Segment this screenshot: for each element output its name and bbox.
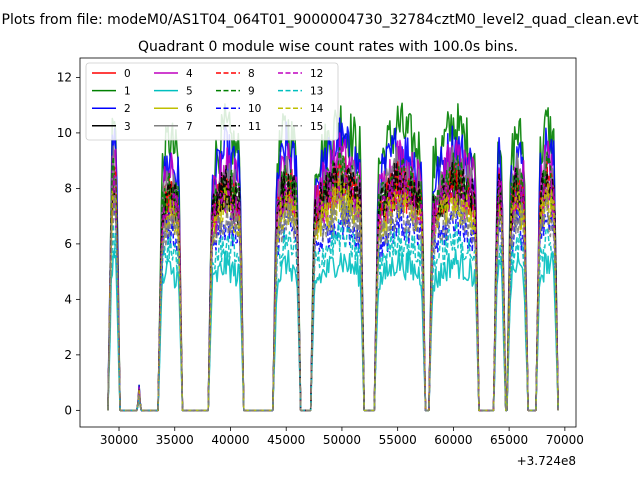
legend-label-15: 15 — [310, 121, 323, 133]
x-tick-label: 30000 — [100, 433, 138, 447]
legend-label-14: 14 — [310, 103, 324, 115]
x-tick-label: 55000 — [379, 433, 417, 447]
y-tick-label: 10 — [57, 126, 72, 140]
x-tick-label: 40000 — [211, 433, 249, 447]
y-tick-label: 4 — [64, 292, 72, 306]
legend-label-0: 0 — [124, 68, 131, 80]
axes: 30000 35000 40000 45000 50000 55000 60000 65000… — [57, 57, 584, 447]
plot-area — [107, 102, 559, 412]
legend-label-5: 5 — [186, 86, 193, 98]
y-tick-label: 0 — [64, 403, 72, 417]
y-tick-label: 6 — [64, 237, 72, 251]
legend-label-12: 12 — [310, 68, 323, 80]
x-tick-label: 45000 — [267, 433, 305, 447]
x-tick-label: 35000 — [156, 433, 194, 447]
chart-title: Quadrant 0 module wise count rates with … — [138, 39, 518, 55]
legend-label-3: 3 — [124, 121, 131, 133]
legend-label-10: 10 — [248, 103, 261, 115]
legend-label-1: 1 — [124, 86, 131, 98]
legend-label-8: 8 — [248, 68, 255, 80]
legend-label-11: 11 — [248, 121, 261, 133]
legend-label-2: 2 — [124, 103, 131, 115]
x-tick-label: 65000 — [490, 433, 528, 447]
legend-frame — [85, 62, 339, 141]
figure-suptitle: Plots from file: modeM0/AS1T04_064T01_90… — [2, 12, 639, 28]
legend-label-4: 4 — [186, 68, 193, 80]
axes-frame — [79, 57, 577, 428]
legend-label-6: 6 — [186, 103, 193, 115]
legend-label-7: 7 — [186, 121, 193, 133]
legend-label-13: 13 — [310, 86, 323, 98]
x-tick-label: 60000 — [434, 433, 472, 447]
y-tick-label: 12 — [57, 70, 72, 84]
x-tick-label: 70000 — [546, 433, 584, 447]
legend-label-9: 9 — [248, 86, 255, 98]
y-tick-label: 2 — [64, 348, 72, 362]
x-offset-text: +3.724e8 — [517, 454, 576, 468]
y-tick-label: 8 — [64, 181, 72, 195]
x-tick-label: 50000 — [323, 433, 361, 447]
series-line-15 — [107, 191, 559, 412]
